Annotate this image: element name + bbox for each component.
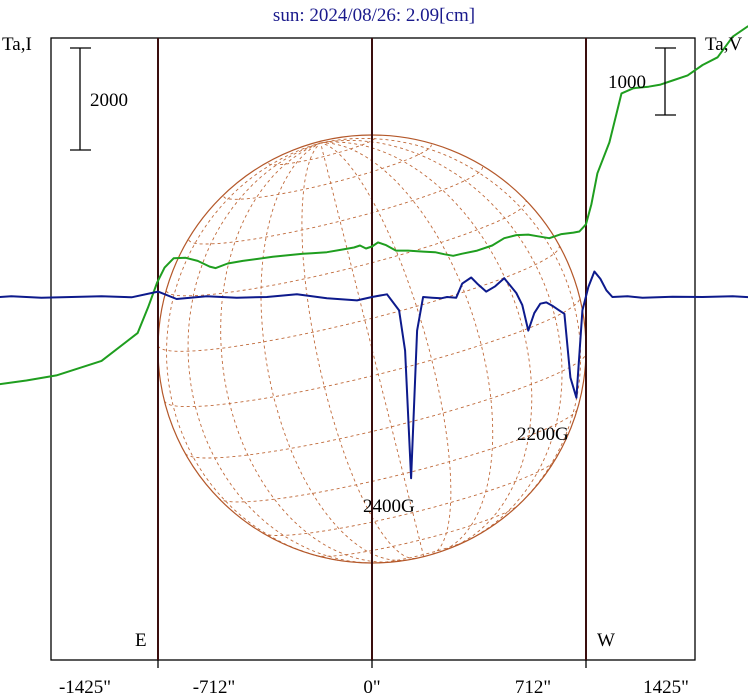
scale-bar-right: 1000 bbox=[608, 47, 676, 116]
parallel-line bbox=[185, 353, 587, 459]
parallel-line bbox=[166, 201, 527, 297]
tick-label-1425: 1425" bbox=[643, 677, 689, 698]
chart-title: sun: 2024/08/26: 2.09[cm] bbox=[273, 5, 475, 26]
parallel-line bbox=[223, 144, 432, 200]
series-group bbox=[0, 25, 748, 480]
tick-label-m1425: -1425" bbox=[59, 677, 111, 698]
meridian-line bbox=[320, 141, 533, 551]
meridian-line bbox=[220, 142, 401, 563]
scale-bar-left-label: 2000 bbox=[90, 90, 128, 111]
meridian-line bbox=[320, 139, 563, 545]
meridian-line bbox=[301, 142, 416, 559]
parallel-line bbox=[218, 408, 579, 503]
meridian-line bbox=[187, 142, 386, 564]
parallel-line bbox=[163, 297, 581, 408]
meridian-line bbox=[320, 137, 582, 520]
annotation-2400g: 2400G bbox=[363, 496, 415, 517]
annotation-2200g: 2200G bbox=[517, 424, 569, 445]
meridian-line bbox=[320, 142, 452, 555]
limb-label-east: E bbox=[135, 630, 147, 651]
tick-label-m712: -712" bbox=[193, 677, 236, 698]
meridian-line bbox=[166, 142, 339, 561]
scale-bar-right-label: 1000 bbox=[608, 72, 646, 93]
parallel-line bbox=[268, 136, 377, 166]
series-i-line bbox=[0, 25, 748, 386]
ylabel-right: Ta,V bbox=[705, 34, 742, 55]
meridian-line bbox=[320, 142, 425, 557]
parallel-line bbox=[157, 245, 560, 352]
limb-label-west: W bbox=[597, 630, 615, 651]
reference-lines bbox=[157, 38, 587, 660]
scale-bar-left: 2000 bbox=[70, 47, 128, 151]
series-v-line bbox=[0, 270, 748, 480]
ylabel-left: Ta,I bbox=[2, 34, 32, 55]
tick-label-712: 712" bbox=[515, 677, 551, 698]
parallel-line bbox=[262, 459, 556, 536]
tick-label-0: 0" bbox=[363, 677, 380, 698]
parallel-line bbox=[188, 166, 483, 245]
meridian-line bbox=[320, 142, 494, 553]
x-ticks bbox=[157, 660, 587, 668]
